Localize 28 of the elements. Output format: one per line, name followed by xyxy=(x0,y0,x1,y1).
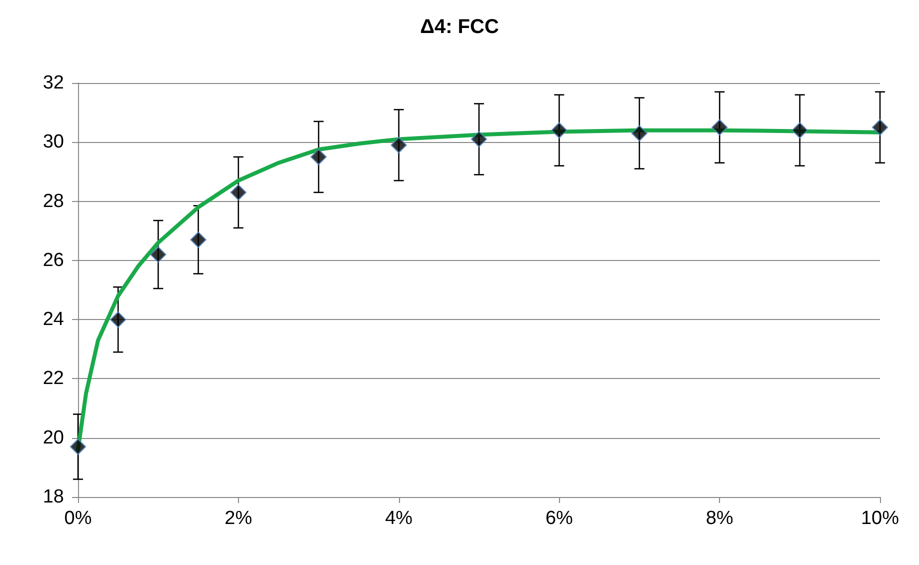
point xyxy=(470,131,488,148)
point xyxy=(792,122,808,138)
y-tick-label: 20 xyxy=(42,427,64,448)
point xyxy=(872,119,888,136)
y-tick-label: 32 xyxy=(42,72,64,94)
x-tick-label: 0% xyxy=(64,508,92,529)
point xyxy=(190,232,206,248)
point xyxy=(110,311,126,328)
point xyxy=(390,137,407,154)
y-tick-label: 30 xyxy=(42,132,64,153)
x-tick-label: 10% xyxy=(860,508,900,529)
point xyxy=(230,184,246,201)
x-tick-label: 2% xyxy=(224,508,252,529)
x-tick-label: 4% xyxy=(385,508,413,529)
point xyxy=(631,125,648,142)
y-tick-label: 24 xyxy=(42,309,64,330)
point xyxy=(551,122,568,138)
y-tick-label: 22 xyxy=(42,368,64,390)
y-tick-label: 28 xyxy=(42,190,64,212)
point xyxy=(712,119,728,136)
y-tick-label: 18 xyxy=(42,486,64,508)
x-tick-label: 6% xyxy=(545,508,574,529)
point xyxy=(70,438,86,455)
point xyxy=(310,148,327,166)
y-tick-label: 26 xyxy=(42,250,64,271)
chart-title: Δ4: FCC xyxy=(420,16,499,38)
point xyxy=(150,246,166,263)
x-tick-label: 8% xyxy=(706,508,734,529)
